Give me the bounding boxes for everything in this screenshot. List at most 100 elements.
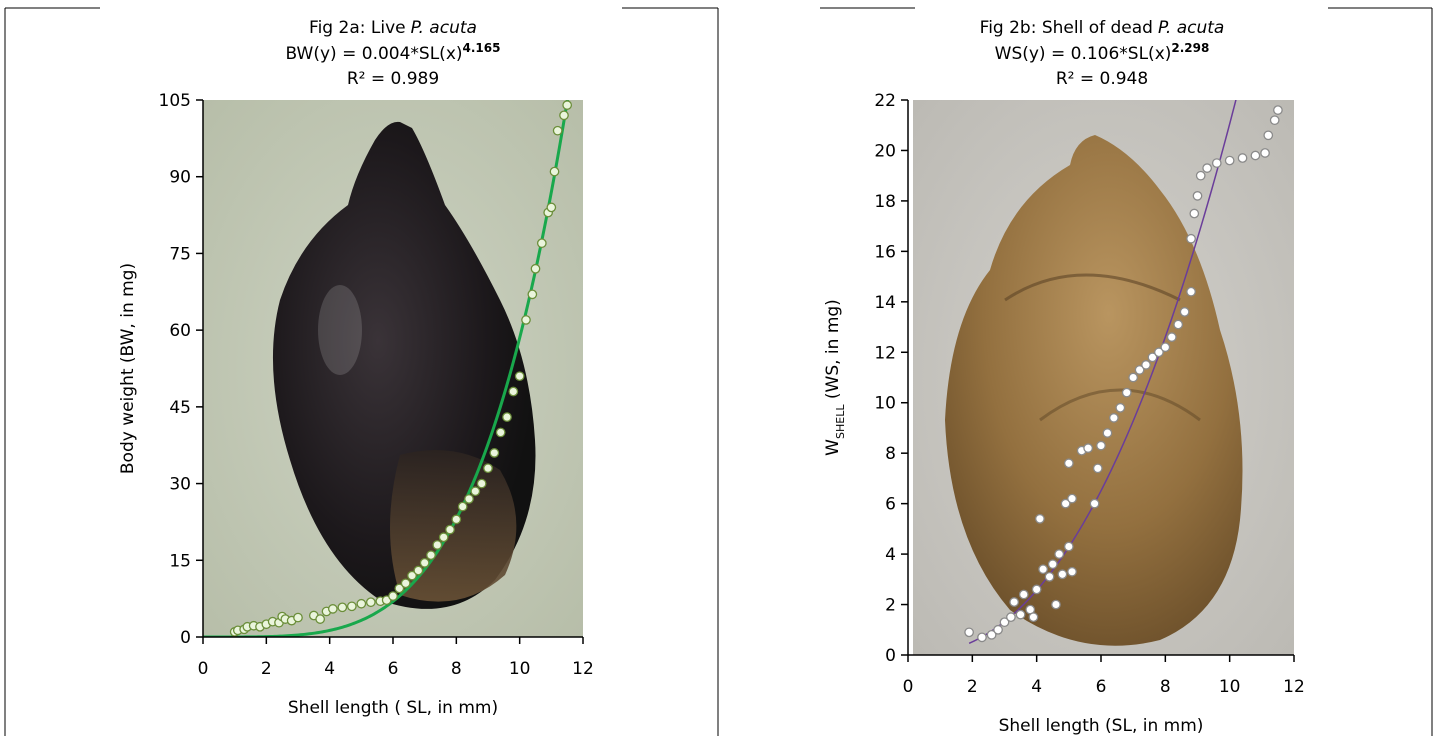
data-point xyxy=(1160,342,1171,353)
data-point xyxy=(1260,148,1270,158)
data-point xyxy=(1128,372,1139,383)
data-point xyxy=(1173,319,1184,330)
x-axis-title: Shell length (SL, in mm) xyxy=(999,716,1204,736)
y-tick-label: 30 xyxy=(169,475,191,495)
data-point xyxy=(365,597,376,608)
r2-label: R² = xyxy=(1056,69,1100,89)
data-point xyxy=(1166,332,1177,342)
y-axis-title: Body weight (BW, in mg) xyxy=(118,263,138,474)
data-point xyxy=(1092,463,1103,474)
data-point xyxy=(1273,105,1283,115)
data-point xyxy=(986,629,997,640)
y-tick-label: 14 xyxy=(874,293,896,313)
data-point xyxy=(1054,549,1065,559)
y-title-rest: (WS, in mg) xyxy=(823,299,843,404)
data-point xyxy=(1018,589,1029,600)
shell-photo xyxy=(913,100,1294,655)
data-point xyxy=(1192,191,1203,201)
data-point xyxy=(1047,559,1058,570)
data-point xyxy=(1051,599,1061,610)
data-point xyxy=(1057,569,1068,580)
y-tick-label: 8 xyxy=(885,444,896,464)
y-tick-label: 16 xyxy=(874,242,896,262)
data-point xyxy=(1224,155,1235,166)
x-axis-title: Shell length ( SL, in mm) xyxy=(288,698,498,718)
title-text: Fig 2a: Live xyxy=(309,18,406,38)
chart-title: Fig 2a: Live P. acuta xyxy=(309,18,477,38)
data-point xyxy=(464,494,474,504)
y-tick-label: 45 xyxy=(169,398,191,418)
data-point xyxy=(549,166,560,177)
x-tick-label: 4 xyxy=(324,659,335,679)
fit-curve xyxy=(968,100,1237,644)
data-point xyxy=(993,624,1003,635)
y-tick-label: 18 xyxy=(874,192,896,212)
chart-title: Fig 2b: Shell of dead P. acuta xyxy=(980,18,1225,38)
data-point xyxy=(999,617,1010,628)
x-tick-label: 2 xyxy=(261,659,272,679)
data-point xyxy=(470,486,481,497)
data-point xyxy=(495,427,506,438)
data-point xyxy=(1063,458,1074,469)
y-tick-label: 4 xyxy=(885,545,896,565)
data-point xyxy=(1186,233,1196,244)
data-point xyxy=(1237,153,1248,163)
data-point xyxy=(1147,352,1158,363)
y-tick-label: 90 xyxy=(169,168,191,188)
data-point xyxy=(1115,402,1126,413)
equation-exponent: 4.165 xyxy=(463,41,501,55)
data-point xyxy=(1211,158,1222,168)
equation: BW(y) = 0.004*SL(x)4.165 xyxy=(286,41,501,64)
snail-photo xyxy=(203,100,583,637)
data-point xyxy=(508,386,519,397)
y-tick-label: 2 xyxy=(885,596,896,616)
data-point xyxy=(1109,413,1119,423)
data-point xyxy=(413,565,424,576)
x-tick-label: 12 xyxy=(1283,677,1305,697)
y-tick-label: 105 xyxy=(159,91,191,111)
x-tick-label: 0 xyxy=(903,677,914,697)
y-title-text: Body weight (BW, in mg) xyxy=(118,263,138,474)
y-tick-label: 22 xyxy=(874,91,896,111)
x-tick-label: 10 xyxy=(509,659,531,679)
data-point xyxy=(1134,365,1145,375)
equation-exponent: 2.298 xyxy=(1171,41,1209,55)
data-point xyxy=(407,570,417,581)
data-point xyxy=(394,583,405,594)
data-point xyxy=(530,263,541,274)
data-point xyxy=(502,412,512,422)
y-tick-label: 12 xyxy=(874,343,896,363)
title-species: P. acuta xyxy=(1158,18,1224,38)
r2-value: 0.948 xyxy=(1100,69,1149,89)
y-tick-label: 10 xyxy=(874,394,896,414)
data-point xyxy=(1063,541,1074,552)
data-point xyxy=(315,614,326,624)
title-species: P. acuta xyxy=(411,18,477,38)
y-tick-label: 15 xyxy=(169,551,191,571)
data-point xyxy=(1269,115,1280,126)
data-point xyxy=(1195,170,1206,181)
data-point xyxy=(451,514,462,525)
equation-term: *SL(x) xyxy=(1119,44,1171,64)
data-point xyxy=(1067,493,1077,504)
y-tick-label: 0 xyxy=(885,646,896,666)
y-tick-label: 20 xyxy=(874,141,896,161)
data-point xyxy=(552,125,563,136)
y-title-text: W xyxy=(823,439,843,456)
data-point xyxy=(1096,440,1106,451)
data-point xyxy=(457,501,468,512)
data-point xyxy=(419,557,430,568)
equation-lhs: WS(y) = xyxy=(995,44,1071,64)
data-point xyxy=(1067,566,1077,577)
equation-coefficient: 0.106 xyxy=(1071,44,1120,64)
r-squared: R² = 0.948 xyxy=(1056,69,1148,89)
data-point xyxy=(400,578,411,589)
data-point xyxy=(1141,360,1151,370)
data-point xyxy=(337,602,348,613)
data-point xyxy=(1121,387,1132,398)
y-title-sub: SHELL xyxy=(834,404,847,439)
x-tick-label: 8 xyxy=(1160,677,1171,697)
data-point xyxy=(546,202,557,213)
data-point xyxy=(562,100,573,110)
